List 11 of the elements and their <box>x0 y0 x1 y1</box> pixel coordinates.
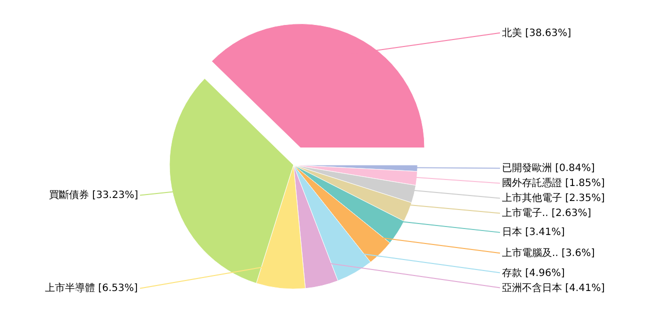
slice-label: 上市電子.. [2.63%] <box>502 207 592 219</box>
slice-label: 北美 [38.63%] <box>502 27 572 39</box>
slice-label: 日本 [3.41%] <box>502 226 565 238</box>
slice-label: 上市半導體 [6.53%] <box>45 282 138 294</box>
slice-label: 上市其他電子 [2.35%] <box>502 192 605 204</box>
slice-label: 存款 [4.96%] <box>502 267 565 279</box>
slice-label: 上市電腦及.. [3.6%] <box>502 247 595 259</box>
slice-label: 買斷債券 [33.23%] <box>49 189 138 201</box>
slice-label: 已開發歐洲 [0.84%] <box>502 162 595 174</box>
slice-label: 亞洲不含日本 [4.41%] <box>502 282 605 294</box>
slice-label: 國外存託憑證 [1.85%] <box>502 177 605 189</box>
